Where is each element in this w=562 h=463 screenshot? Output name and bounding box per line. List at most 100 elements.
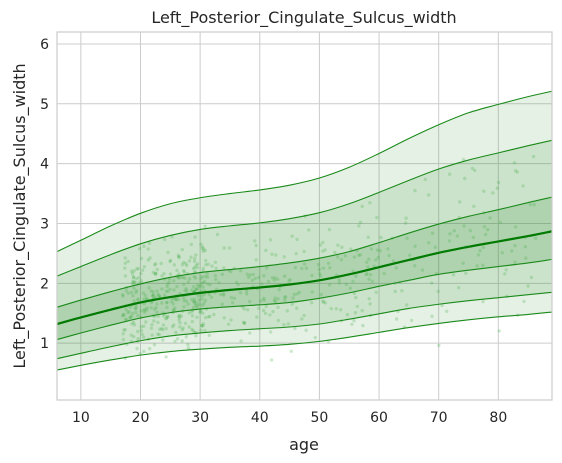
data-point xyxy=(257,306,261,310)
data-point xyxy=(368,273,373,277)
data-point xyxy=(132,269,136,273)
data-point xyxy=(337,278,341,282)
data-point xyxy=(171,308,176,312)
data-point xyxy=(291,296,295,300)
data-point xyxy=(131,275,135,280)
data-point xyxy=(478,248,482,253)
data-point xyxy=(482,225,487,229)
data-point xyxy=(241,320,246,325)
data-point xyxy=(158,327,162,331)
data-point xyxy=(214,266,218,271)
data-point xyxy=(313,335,317,340)
data-point xyxy=(512,161,517,165)
data-point xyxy=(165,315,170,319)
data-point xyxy=(172,263,176,267)
data-point xyxy=(174,297,178,302)
data-point xyxy=(142,265,147,269)
data-point xyxy=(154,306,158,310)
data-point xyxy=(404,221,408,225)
data-point xyxy=(156,332,160,336)
data-point xyxy=(276,297,280,301)
y-tick-label: 1 xyxy=(40,336,49,352)
data-point xyxy=(522,299,526,304)
data-point xyxy=(127,310,131,314)
data-point xyxy=(376,255,380,260)
data-point xyxy=(201,311,205,315)
quantile-line xyxy=(56,139,553,277)
data-point xyxy=(458,200,462,204)
data-point xyxy=(515,170,519,174)
data-point xyxy=(200,303,205,307)
data-point xyxy=(488,216,492,220)
data-point xyxy=(274,253,278,257)
data-point xyxy=(121,312,126,317)
data-point xyxy=(323,248,327,252)
data-point xyxy=(504,268,508,272)
data-point xyxy=(321,300,326,304)
data-point xyxy=(375,215,379,220)
data-point xyxy=(357,253,361,257)
data-point xyxy=(426,193,431,197)
median-line xyxy=(56,230,553,326)
data-point xyxy=(307,228,311,232)
data-point xyxy=(126,310,130,315)
y-tick-label: 6 xyxy=(40,37,49,53)
data-point xyxy=(177,318,181,322)
data-point xyxy=(213,260,218,264)
data-point xyxy=(513,169,518,173)
data-point xyxy=(126,291,131,295)
data-point xyxy=(287,279,291,283)
data-point xyxy=(369,247,374,251)
data-point xyxy=(430,281,434,285)
y-tick-labels: 1 2 3 4 5 6 xyxy=(40,37,49,352)
data-point xyxy=(134,290,138,295)
data-point xyxy=(433,245,437,249)
data-point xyxy=(318,243,323,247)
data-point xyxy=(358,220,363,225)
quantile-bands xyxy=(57,91,552,371)
data-point xyxy=(157,332,161,337)
data-point xyxy=(290,234,294,238)
data-point xyxy=(529,275,534,280)
data-point xyxy=(265,266,269,270)
data-point xyxy=(164,326,168,331)
data-point xyxy=(360,308,364,313)
x-tick-label: 20 xyxy=(132,410,150,426)
data-point xyxy=(134,277,138,281)
data-point xyxy=(521,184,525,188)
data-point xyxy=(323,301,327,305)
x-tick-label: 30 xyxy=(191,410,209,426)
data-point xyxy=(190,288,194,292)
data-point xyxy=(182,269,186,273)
data-point xyxy=(142,244,146,248)
data-point xyxy=(262,298,266,302)
data-point xyxy=(156,292,160,296)
data-point xyxy=(144,320,148,324)
data-point xyxy=(203,274,208,279)
data-point xyxy=(176,253,181,258)
data-point xyxy=(156,314,160,318)
data-point xyxy=(164,317,168,321)
data-point xyxy=(136,313,140,318)
data-point xyxy=(132,299,136,303)
data-point xyxy=(370,279,374,283)
data-point xyxy=(273,276,277,280)
data-point xyxy=(244,289,249,293)
data-point xyxy=(293,326,297,330)
data-point xyxy=(142,349,146,353)
data-point xyxy=(181,260,186,265)
data-point xyxy=(129,290,134,295)
data-point xyxy=(379,235,383,240)
data-point xyxy=(122,328,126,332)
data-point xyxy=(354,295,358,300)
data-point xyxy=(259,299,263,303)
data-point xyxy=(353,311,358,315)
data-point xyxy=(272,298,277,303)
data-point xyxy=(300,317,304,321)
data-point xyxy=(149,326,154,330)
data-point xyxy=(410,318,414,323)
data-point xyxy=(200,275,205,279)
data-point xyxy=(192,299,196,304)
data-point xyxy=(134,289,139,293)
data-point xyxy=(178,325,182,329)
